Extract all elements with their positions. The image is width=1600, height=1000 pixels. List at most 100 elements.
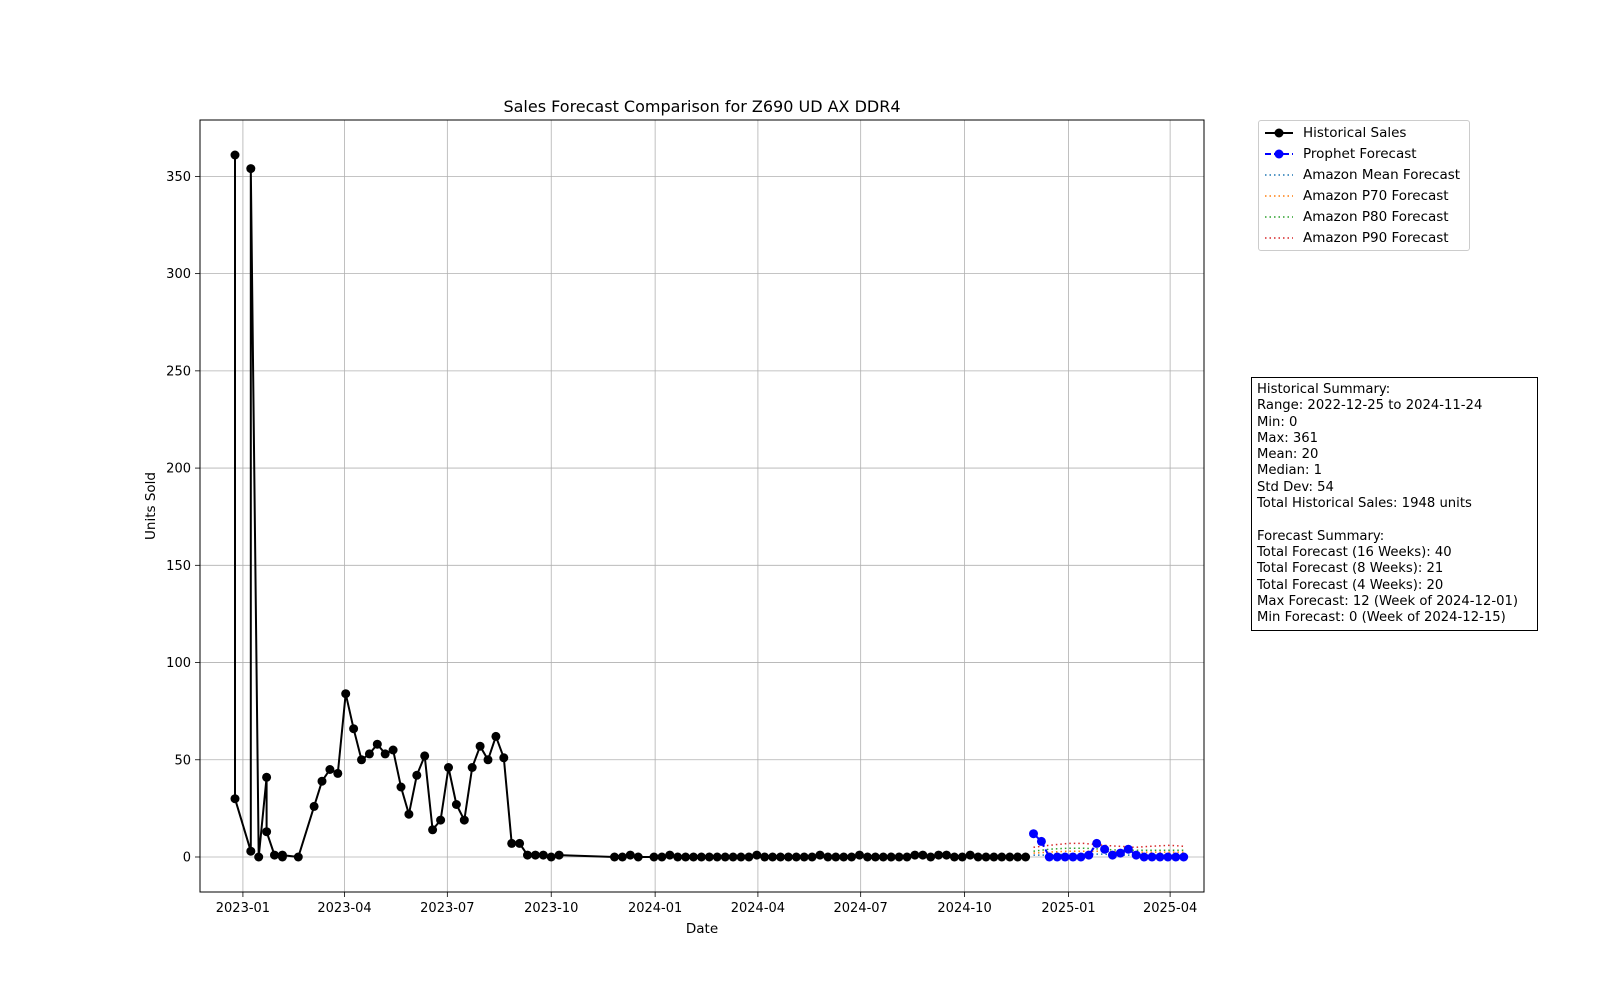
data-point <box>372 739 382 749</box>
summary-line: Forecast Summary: <box>1257 528 1385 544</box>
data-point <box>546 852 556 862</box>
data-point <box>949 852 959 862</box>
summary-line: Max: 361 <box>1257 430 1319 446</box>
data-point <box>617 852 627 862</box>
series-prophet-forecast <box>1029 829 1189 862</box>
data-point <box>451 800 461 809</box>
data-point <box>918 850 928 860</box>
data-point <box>380 749 390 759</box>
legend-swatch <box>1265 195 1293 197</box>
summary-line: Historical Summary: <box>1257 382 1391 397</box>
data-point <box>633 852 643 862</box>
data-point <box>1076 852 1086 862</box>
data-point <box>530 850 540 860</box>
y-tick-label: 350 <box>166 170 191 185</box>
data-point <box>728 852 738 862</box>
series-historical-sales <box>230 150 1031 862</box>
data-point <box>989 852 999 862</box>
data-point <box>262 772 272 782</box>
data-point <box>1052 852 1062 862</box>
legend: Historical Sales Prophet Forecast Amazon M… <box>1258 120 1470 251</box>
chart-title: Sales Forecast Comparison for Z690 UD AX… <box>503 97 900 116</box>
legend-label: Historical Sales <box>1303 125 1407 141</box>
data-point <box>475 741 485 751</box>
data-point <box>1131 850 1141 860</box>
data-point <box>649 852 659 862</box>
data-point <box>815 850 825 860</box>
data-point <box>981 852 991 862</box>
y-tick-label: 150 <box>166 559 191 574</box>
data-point <box>1092 838 1102 848</box>
data-point <box>957 852 967 862</box>
y-tick-label: 100 <box>166 656 191 671</box>
series-amazon-p90-forecast <box>1033 842 1184 849</box>
data-point <box>886 852 896 862</box>
data-point <box>444 763 453 772</box>
legend-swatch <box>1265 174 1293 176</box>
data-point <box>997 852 1007 862</box>
data-point <box>262 827 272 837</box>
data-point <box>1147 852 1157 862</box>
legend-swatch-marker <box>1274 149 1284 159</box>
data-point <box>1123 844 1133 854</box>
data-point <box>926 852 936 862</box>
legend-item: Historical Sales <box>1259 123 1469 143</box>
data-point <box>744 852 754 862</box>
data-point <box>507 838 517 848</box>
x-tick-label: 2023-10 <box>524 901 578 916</box>
data-point <box>1108 850 1117 860</box>
data-point <box>878 852 888 862</box>
y-tick-label: 0 <box>183 850 191 865</box>
x-tick-label: 2023-04 <box>317 901 371 916</box>
data-point <box>625 850 635 860</box>
grid-lines <box>200 120 1204 892</box>
data-point <box>254 852 264 862</box>
data-point <box>760 852 770 862</box>
data-point <box>902 852 912 862</box>
data-point <box>483 755 493 765</box>
legend-label: Amazon P90 Forecast <box>1303 230 1449 246</box>
data-point <box>246 164 256 174</box>
data-point <box>1100 844 1110 854</box>
data-point <box>696 852 706 862</box>
data-point <box>839 852 849 862</box>
data-point <box>277 850 287 860</box>
data-point <box>752 850 762 860</box>
legend-label: Amazon P70 Forecast <box>1303 188 1449 204</box>
legend-label: Amazon P80 Forecast <box>1303 209 1449 225</box>
data-point <box>1155 852 1165 862</box>
data-point <box>681 852 691 862</box>
data-point <box>246 846 256 856</box>
data-point <box>799 852 809 862</box>
y-tick-label: 50 <box>174 753 191 768</box>
x-axis-label: Date <box>686 921 718 937</box>
data-point <box>1179 852 1189 862</box>
data-point <box>973 852 983 862</box>
summary-line: Total Forecast (8 Weeks): 21 <box>1257 561 1444 577</box>
summary-line: Max Forecast: 12 (Week of 2024-12-01) <box>1257 593 1519 609</box>
data-point <box>863 852 872 862</box>
data-point <box>491 731 501 741</box>
data-point <box>847 852 857 862</box>
x-tick-label: 2023-01 <box>216 901 270 916</box>
series-line-amazon-p80-forecast <box>1033 847 1184 852</box>
data-point <box>420 751 430 761</box>
data-point <box>396 782 406 792</box>
x-tick-label: 2024-01 <box>628 901 682 916</box>
data-point <box>776 852 785 862</box>
data-point <box>807 852 817 862</box>
data-point <box>934 850 944 860</box>
data-point <box>783 852 793 862</box>
data-point <box>1036 836 1046 846</box>
data-point <box>357 755 366 765</box>
summary-line: Std Dev: 54 <box>1257 479 1334 495</box>
legend-item: Prophet Forecast <box>1259 144 1469 164</box>
data-point <box>657 852 667 862</box>
plot-frame <box>199 119 1205 893</box>
series-amazon-p80-forecast <box>1033 847 1184 852</box>
data-point <box>230 794 240 804</box>
summary-line: Median: 1 <box>1257 463 1322 479</box>
data-point <box>1115 848 1125 858</box>
data-point <box>1171 852 1181 862</box>
